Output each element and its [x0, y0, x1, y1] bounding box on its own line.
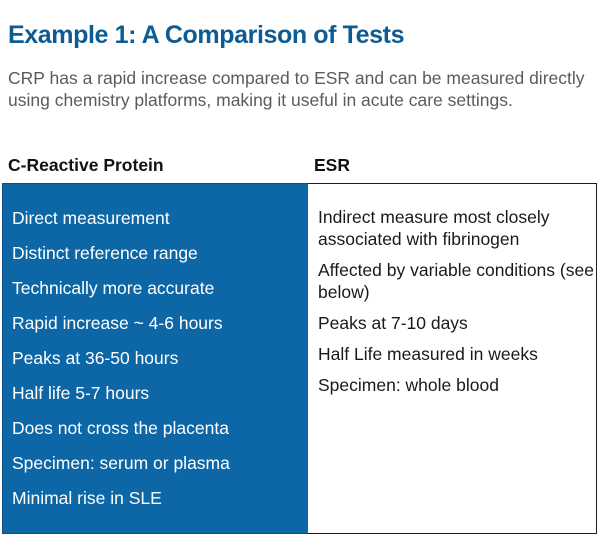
- esr-list-item: Affected by variable conditions (see bel…: [318, 260, 594, 302]
- crp-list-item: Direct measurement: [12, 208, 170, 228]
- esr-panel: Indirect measure most closely associated…: [308, 183, 597, 534]
- esr-list-item: Peaks at 7-10 days: [318, 313, 468, 333]
- crp-list-item: Distinct reference range: [12, 243, 198, 263]
- esr-list-item: Half Life measured in weeks: [318, 344, 538, 364]
- esr-list: Indirect measure most closely associated…: [318, 206, 596, 396]
- esr-column-heading: ESR: [314, 155, 350, 175]
- crp-panel: Direct measurement Distinct reference ran…: [2, 183, 308, 534]
- crp-list-item: Half life 5-7 hours: [12, 383, 150, 403]
- crp-list-item: Technically more accurate: [12, 278, 215, 298]
- crp-list-item: Does not cross the placenta: [12, 418, 229, 438]
- esr-list-item: Indirect measure most closely associated…: [318, 207, 550, 249]
- crp-list-item: Rapid increase ~ 4-6 hours: [12, 313, 223, 333]
- page-title: Example 1: A Comparison of Tests: [8, 21, 405, 49]
- crp-list: Direct measurement Distinct reference ran…: [12, 207, 308, 509]
- esr-list-item: Specimen: whole blood: [318, 375, 499, 395]
- crp-list-item: Peaks at 36-50 hours: [12, 348, 179, 368]
- crp-list-item: Specimen: serum or plasma: [12, 453, 230, 473]
- crp-column-heading: C-Reactive Protein: [8, 155, 164, 175]
- intro-paragraph: CRP has a rapid increase compared to ESR…: [8, 68, 585, 110]
- crp-list-item: Minimal rise in SLE: [12, 488, 162, 508]
